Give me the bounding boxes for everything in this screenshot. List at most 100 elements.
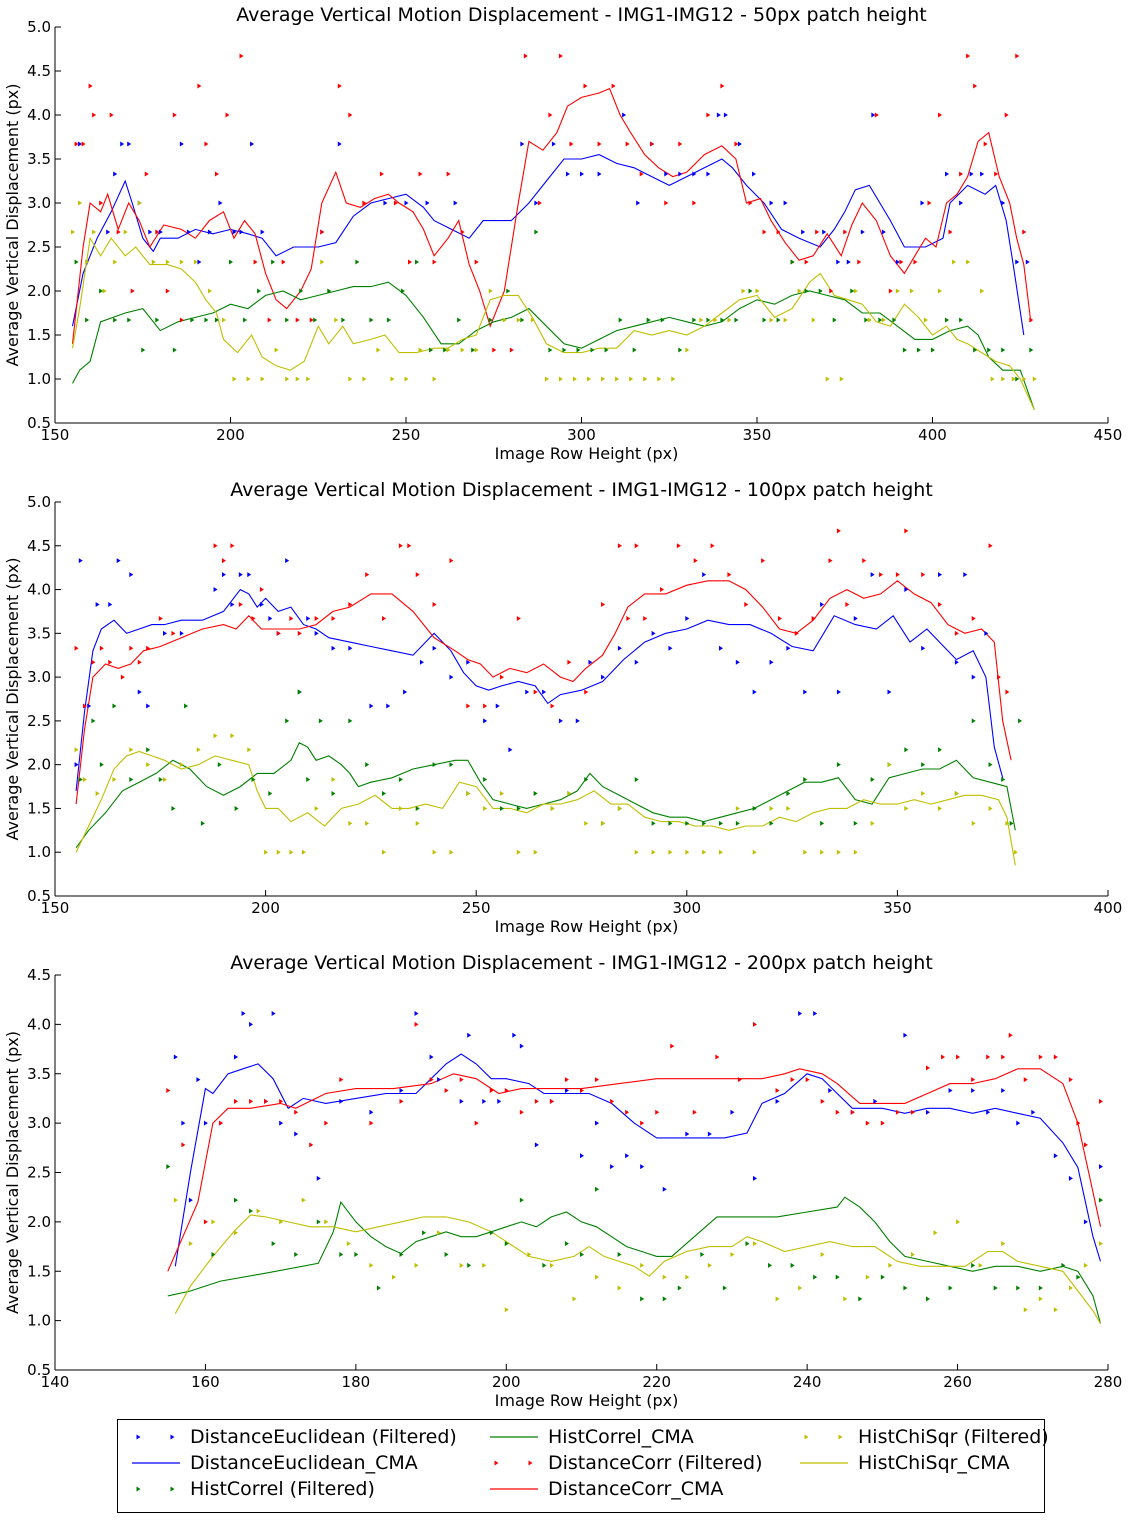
data-point bbox=[234, 1098, 239, 1104]
data-point bbox=[116, 558, 121, 564]
data-point bbox=[716, 112, 721, 118]
data-point bbox=[339, 1098, 344, 1104]
data-point bbox=[971, 1088, 976, 1094]
data-point bbox=[910, 1109, 915, 1115]
data-point bbox=[184, 703, 189, 709]
data-point bbox=[460, 229, 465, 235]
data-point bbox=[238, 601, 243, 607]
legend-label: DistanceCorr (Filtered) bbox=[548, 1452, 763, 1474]
data-point bbox=[804, 259, 809, 265]
data-point bbox=[403, 689, 408, 695]
data-point bbox=[102, 288, 107, 294]
legend-marker-swatch bbox=[136, 1434, 175, 1440]
data-point bbox=[225, 112, 230, 118]
data-point bbox=[983, 141, 988, 147]
data-point bbox=[617, 805, 622, 811]
y-tick-label: 4.0 bbox=[27, 106, 51, 124]
data-point bbox=[931, 347, 935, 353]
data-point bbox=[580, 171, 584, 177]
data-point bbox=[664, 200, 669, 206]
data-point bbox=[730, 1251, 735, 1257]
data-point bbox=[1015, 53, 1020, 59]
legend-line-swatch bbox=[490, 1436, 538, 1438]
data-point bbox=[720, 83, 725, 89]
data-point bbox=[790, 1077, 795, 1083]
data-point bbox=[419, 659, 424, 665]
data-point bbox=[151, 259, 156, 265]
data-point bbox=[446, 171, 451, 177]
data-point bbox=[752, 849, 757, 855]
data-point bbox=[865, 1274, 870, 1280]
data-point bbox=[1016, 1120, 1021, 1126]
data-point bbox=[299, 288, 304, 294]
data-point bbox=[927, 200, 932, 206]
data-point bbox=[213, 733, 218, 739]
data-point bbox=[710, 543, 715, 549]
legend-line-swatch bbox=[490, 1488, 538, 1490]
data-point bbox=[880, 1120, 885, 1126]
data-point bbox=[879, 572, 884, 578]
data-point bbox=[762, 229, 767, 235]
series-histcorrel-filtered bbox=[74, 229, 1034, 382]
data-point bbox=[294, 1131, 299, 1137]
data-point bbox=[646, 317, 651, 323]
data-point bbox=[383, 200, 388, 206]
data-point bbox=[850, 288, 855, 294]
data-point bbox=[752, 1175, 757, 1181]
data-point bbox=[200, 820, 205, 826]
data-point bbox=[316, 1219, 321, 1225]
series-line bbox=[75, 750, 1016, 866]
data-point bbox=[85, 317, 90, 323]
data-point bbox=[752, 689, 757, 695]
data-point bbox=[158, 615, 163, 621]
data-point bbox=[249, 1098, 254, 1104]
series-histcorrel-filtered bbox=[166, 1164, 1103, 1302]
data-point bbox=[87, 703, 92, 709]
data-point bbox=[1018, 718, 1023, 724]
data-point bbox=[425, 200, 430, 206]
data-point bbox=[776, 317, 781, 323]
data-point bbox=[108, 601, 113, 607]
data-point bbox=[755, 288, 760, 294]
data-point bbox=[516, 317, 521, 323]
data-point bbox=[895, 259, 900, 265]
data-point bbox=[769, 200, 774, 206]
data-point bbox=[221, 572, 226, 578]
data-point bbox=[636, 200, 641, 206]
data-point bbox=[813, 1011, 818, 1017]
legend-line-swatch bbox=[800, 1462, 848, 1464]
data-point bbox=[820, 849, 825, 855]
series-line bbox=[174, 1214, 1101, 1324]
data-point bbox=[230, 733, 235, 739]
data-point bbox=[718, 820, 723, 826]
data-point bbox=[769, 820, 774, 826]
data-point bbox=[414, 1262, 419, 1268]
data-point bbox=[163, 630, 168, 636]
data-point bbox=[880, 1274, 885, 1280]
data-point bbox=[706, 317, 711, 323]
data-point bbox=[899, 259, 904, 265]
data-point bbox=[309, 317, 314, 323]
y-tick-label: 4.0 bbox=[27, 1015, 51, 1033]
data-point bbox=[925, 1296, 930, 1302]
data-point bbox=[839, 376, 844, 382]
data-point bbox=[268, 615, 273, 621]
series-line bbox=[75, 580, 1012, 805]
x-tick-label: 200 bbox=[251, 899, 280, 917]
data-point bbox=[730, 1109, 735, 1115]
data-point bbox=[179, 317, 184, 323]
data-point bbox=[172, 112, 177, 118]
data-point bbox=[794, 630, 799, 636]
data-point bbox=[860, 229, 865, 235]
data-point bbox=[567, 791, 572, 797]
data-point bbox=[74, 259, 79, 265]
data-point bbox=[508, 747, 513, 753]
data-point bbox=[677, 1285, 682, 1291]
data-point bbox=[204, 317, 209, 323]
y-tick-label: 3.0 bbox=[27, 668, 51, 686]
data-point bbox=[516, 849, 521, 855]
legend-item-histchisqr-filtered: HistChiSqr (Filtered) bbox=[796, 1424, 1049, 1450]
legend-marker-swatch bbox=[494, 1460, 533, 1466]
data-point bbox=[948, 1285, 953, 1291]
